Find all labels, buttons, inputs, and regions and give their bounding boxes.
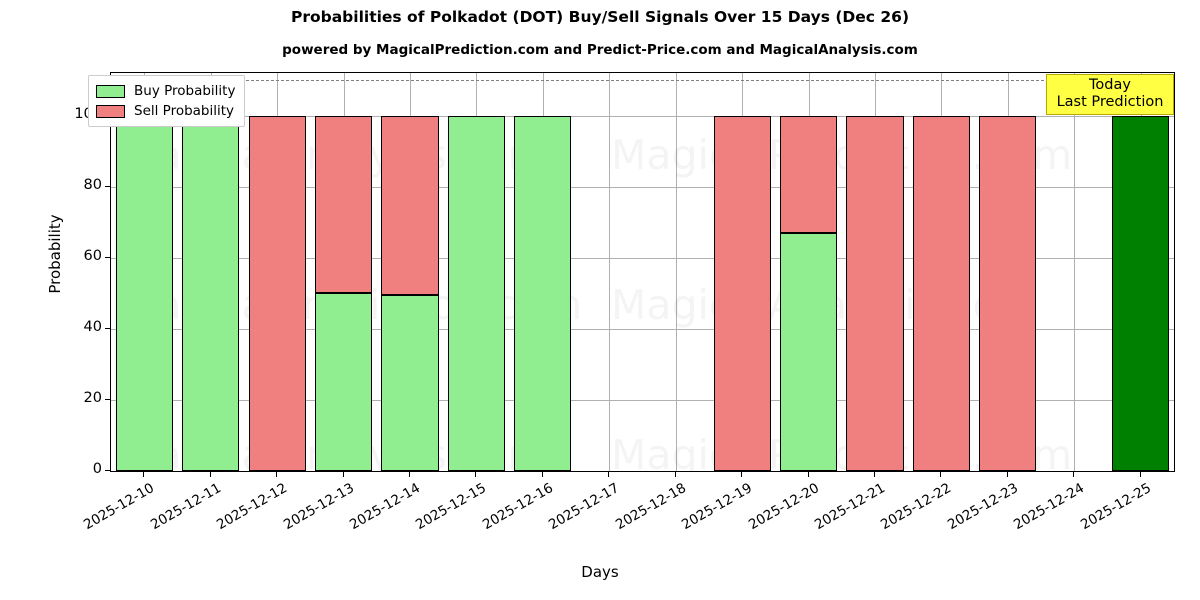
y-tick-mark [105,470,110,471]
gridline-horizontal [111,399,1174,401]
chart-title: Probabilities of Polkadot (DOT) Buy/Sell… [290,8,910,26]
x-tick-mark [409,472,410,477]
x-tick-mark [210,472,211,477]
x-tick-mark [608,472,609,477]
x-tick-mark [542,472,543,477]
bar-segment-sell [912,115,971,471]
bar-segment-buy [447,115,505,471]
x-tick-mark [276,472,277,477]
legend-item-sell: Sell Probability [96,101,235,121]
gridline-vertical [676,73,677,471]
bar-group[interactable] [1112,73,1170,471]
bar-segment-buy [780,232,838,471]
chart-legend: Buy Probability Sell Probability [88,75,246,127]
gridline-vertical [609,73,610,471]
bar-segment-sell [381,115,439,296]
bar-segment-buy [182,115,240,471]
y-tick-label: 60 [83,247,102,264]
bar-segment-sell [780,115,838,233]
bar-group[interactable] [780,73,838,471]
bar-segment-buy [115,115,173,471]
bar-segment-sell [713,115,771,471]
x-tick-mark [874,472,875,477]
y-tick-mark [105,327,110,329]
bar-group[interactable] [979,73,1037,471]
x-tick-mark [808,472,809,477]
legend-label-buy: Buy Probability [134,83,236,99]
bar-group[interactable] [713,73,771,471]
gridline-horizontal [111,471,1174,472]
bar-segment-sell [314,115,373,294]
today-annotation-line2: Last Prediction [1056,93,1164,110]
gridline-horizontal [111,328,1174,330]
y-tick-mark [105,185,110,187]
x-tick-mark [1007,472,1008,477]
bar-segment-buy [381,295,439,471]
x-tick-mark [675,472,676,477]
bar-group[interactable] [846,73,904,471]
x-tick-mark [143,472,144,477]
gridline-horizontal [111,115,1174,117]
bar-group[interactable] [248,73,306,471]
bar-group[interactable] [447,73,505,471]
today-annotation-line1: Today [1089,77,1131,93]
legend-swatch-sell-icon [96,104,125,118]
today-annotation: Today Last Prediction [1046,74,1174,116]
bar-group[interactable] [115,73,173,471]
y-tick-mark [105,256,110,258]
x-tick-mark [741,472,742,477]
bar-group[interactable] [182,73,240,471]
x-tick-mark [1140,472,1141,477]
y-tick-label: 0 [92,461,102,477]
y-tick-label: 80 [83,176,102,193]
plot-area: MagicalAnalysis.comMagicalPrediction.com… [110,72,1175,472]
gridline-horizontal [111,257,1174,259]
x-tick-mark [343,472,344,477]
bar-segment-sell [846,115,904,471]
gridline-horizontal [111,186,1174,188]
bar-segment-buy [514,115,572,471]
bar-segment-sell [248,115,306,471]
bar-group[interactable] [514,73,572,471]
legend-label-sell: Sell Probability [134,103,235,119]
x-tick-mark [475,472,476,477]
bar-group[interactable] [314,73,373,471]
x-axis-label: Days [581,563,619,581]
y-tick-label: 40 [83,318,102,335]
gridline-vertical [1074,73,1075,471]
reference-line [111,80,1174,82]
bar-segment-sell [979,115,1037,471]
bar-group[interactable] [912,73,971,471]
y-tick-mark [105,398,110,400]
bar-segment-buy [314,293,373,471]
legend-item-buy: Buy Probability [96,81,235,101]
x-tick-mark [1073,472,1074,477]
bar-segment-today [1112,115,1170,471]
y-tick-label: 20 [83,389,102,406]
legend-swatch-buy-icon [96,84,125,98]
chart-subtitle: powered by MagicalPrediction.com and Pre… [282,42,918,58]
bar-group[interactable] [381,73,439,471]
x-tick-mark [940,472,941,477]
